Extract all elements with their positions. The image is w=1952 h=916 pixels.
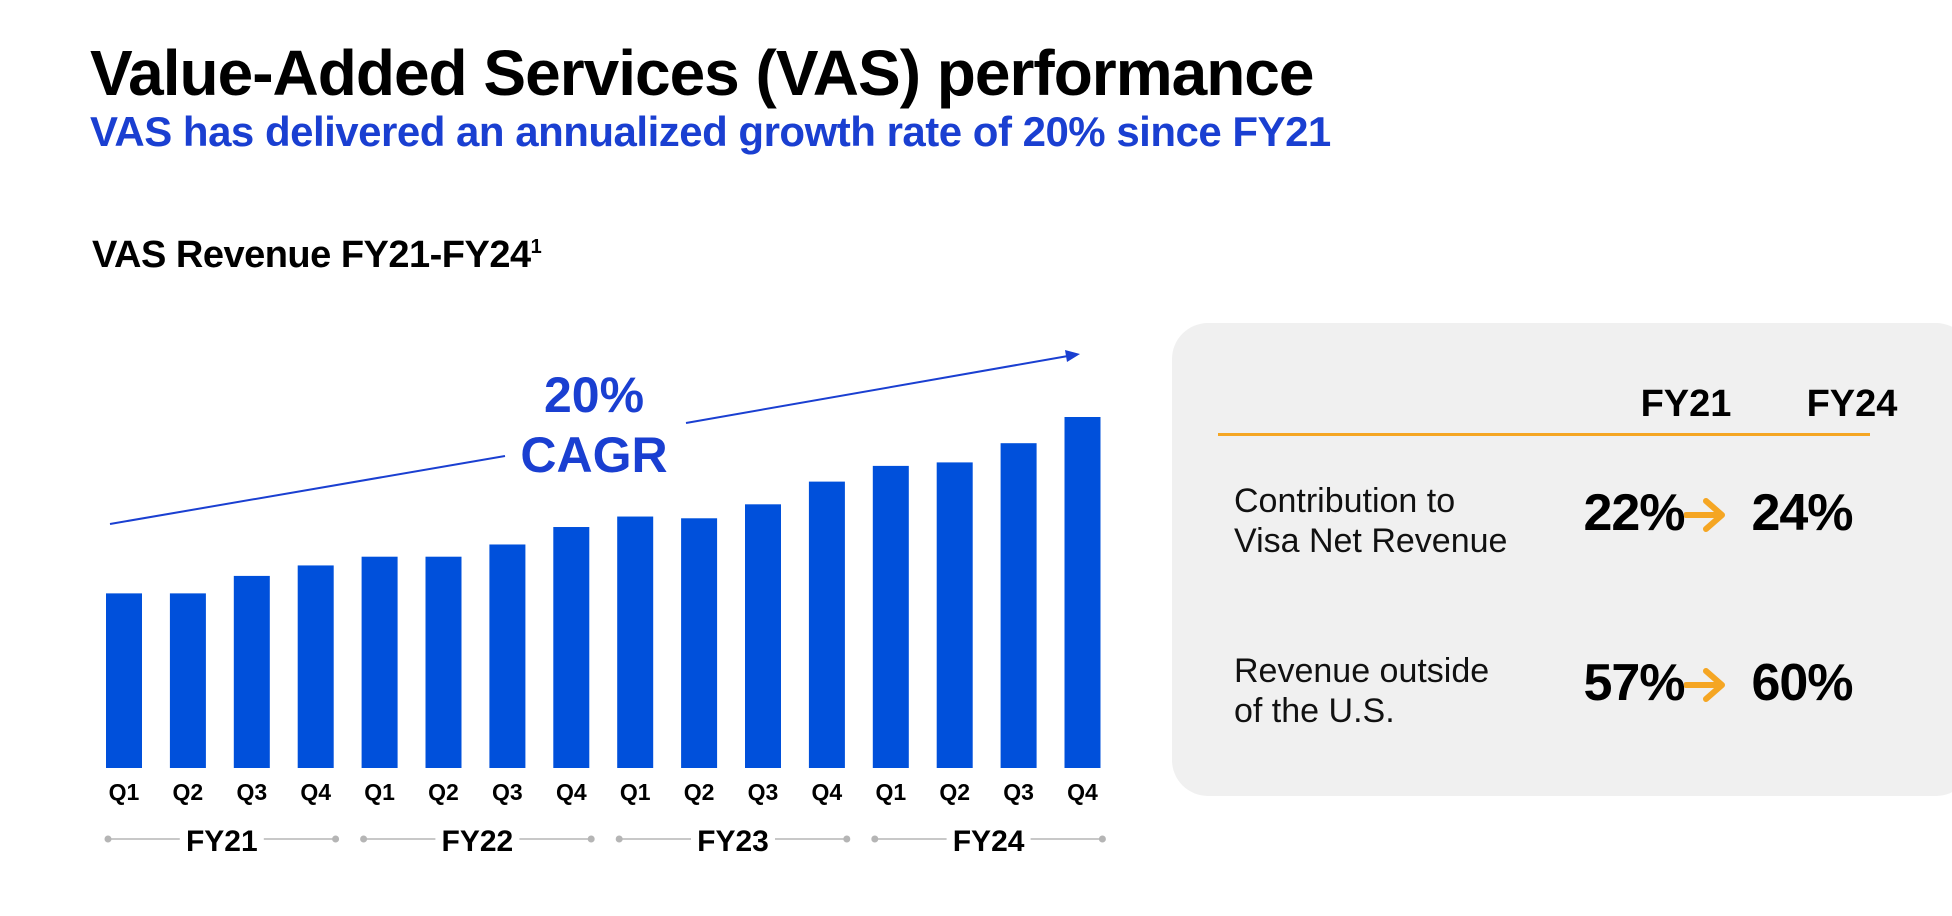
fiscal-year-label: FY23 — [697, 825, 769, 858]
quarter-tick-label: Q1 — [364, 779, 395, 805]
quarter-tick-label: Q3 — [1003, 779, 1034, 805]
metric-label: Contribution to Visa Net Revenue — [1234, 481, 1534, 561]
bar-q2 — [425, 556, 462, 768]
cagr-trend-line-left — [109, 455, 506, 525]
page-subtitle: VAS has delivered an annualized growth r… — [90, 108, 1331, 155]
cagr-arrowhead-icon — [1065, 350, 1080, 362]
metric-row-non-us-revenue: Revenue outside of the U.S. 57% 60% — [1172, 651, 1952, 771]
metric-label: Revenue outside of the U.S. — [1234, 651, 1534, 731]
year-rule-dot — [360, 835, 368, 843]
quarter-tick-label: Q2 — [173, 779, 204, 805]
arrow-right-icon — [1684, 498, 1725, 532]
quarter-tick-label: Q1 — [875, 779, 906, 805]
quarter-tick-label: Q3 — [492, 779, 523, 805]
bar-q1 — [106, 593, 142, 768]
metric-label-line2: of the U.S. — [1234, 692, 1395, 730]
chart-title-footnote: 1 — [530, 236, 542, 258]
year-rule-dot — [843, 835, 851, 843]
year-rule-dot — [615, 835, 623, 843]
metric-row-net-revenue: Contribution to Visa Net Revenue 22% 24% — [1172, 481, 1952, 601]
quarter-tick-label: Q3 — [236, 779, 267, 805]
year-rule-dot — [1098, 835, 1106, 843]
bar-q4 — [297, 565, 334, 768]
metric-value-fy21: 22% — [1583, 484, 1685, 542]
year-rule-dot — [104, 835, 112, 843]
metric-value-fy21: 57% — [1583, 654, 1685, 712]
chart-title-text: VAS Revenue FY21-FY24 — [92, 234, 531, 276]
quarter-tick-label: Q2 — [428, 779, 459, 805]
bar-q1 — [361, 556, 398, 768]
quarter-tick-label: Q2 — [684, 779, 715, 805]
quarter-tick-label: Q4 — [556, 779, 587, 805]
metric-label-line2: Visa Net Revenue — [1234, 522, 1508, 560]
quarter-tick-label: Q4 — [300, 779, 331, 805]
bar-q4 — [553, 527, 590, 768]
bar-q1 — [872, 465, 909, 768]
year-rule-dot — [332, 835, 340, 843]
fiscal-year-label: FY22 — [442, 825, 514, 858]
bar-q2 — [936, 462, 973, 768]
vas-revenue-chart: Q1 Q2 Q3 Q4 Q1 Q2 Q3 Q4 Q1 Q2 Q3 Q4 Q1 Q2 Q3 Q4 FY21 FY22… — [104, 350, 1106, 858]
metric-value-fy24: 24% — [1751, 484, 1853, 542]
panel-header-fy24: FY24 — [1806, 383, 1898, 425]
bar-q4 — [1064, 417, 1101, 768]
fiscal-year-label: FY24 — [953, 825, 1025, 858]
fiscal-year-label: FY21 — [186, 825, 258, 858]
quarter-tick-label: Q1 — [620, 779, 651, 805]
bar-q1 — [617, 516, 654, 768]
bar-q3 — [745, 504, 781, 768]
bar-q2 — [169, 593, 206, 768]
quarter-tick-label: Q1 — [109, 779, 140, 805]
bar-q2 — [681, 518, 718, 768]
year-rule-dot — [871, 835, 879, 843]
bar-q3 — [1000, 443, 1037, 768]
quarter-tick-label: Q4 — [1067, 779, 1098, 805]
cagr-trend-line-right — [685, 355, 1069, 424]
metric-label-line1: Revenue outside — [1234, 652, 1490, 690]
quarter-tick-label: Q2 — [939, 779, 970, 805]
bar-q3 — [489, 544, 526, 768]
chart-title: VAS Revenue FY21-FY241 — [92, 234, 542, 277]
metrics-panel: FY21 FY24 Contribution to Visa Net Reven… — [1172, 323, 1952, 796]
bar-q3 — [233, 575, 270, 768]
arrow-right-icon — [1684, 668, 1725, 702]
metric-value-fy24: 60% — [1751, 654, 1853, 712]
quarter-tick-label: Q4 — [812, 779, 843, 805]
quarter-tick-label: Q3 — [748, 779, 779, 805]
panel-header-fy21: FY21 — [1640, 383, 1732, 425]
year-rule-dot — [587, 835, 595, 843]
panel-header-rule — [1218, 433, 1870, 436]
cagr-annotation-label: CAGR — [520, 427, 667, 483]
bar-q4 — [808, 481, 845, 768]
page-title: Value-Added Services (VAS) performance — [90, 37, 1314, 109]
cagr-annotation-value: 20% — [544, 367, 644, 423]
metric-label-line1: Contribution to — [1234, 482, 1456, 520]
